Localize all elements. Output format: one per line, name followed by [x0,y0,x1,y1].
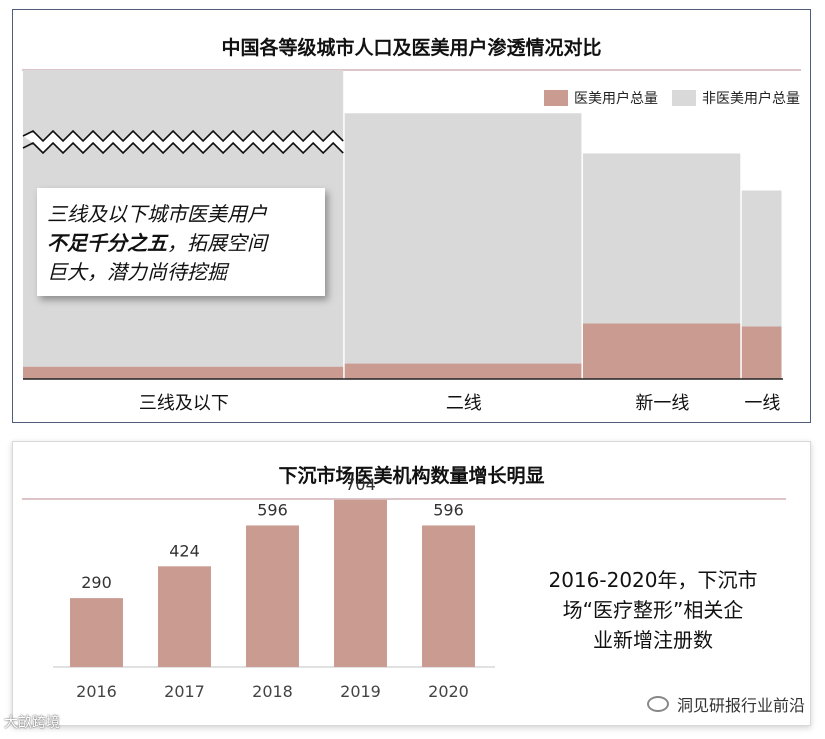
mekko-bar-users-2 [344,363,582,379]
mekko-category-label-3: 新一线 [635,393,689,414]
legend-swatch-non-users [672,90,696,106]
bar-category-label-2017: 2017 [164,682,205,701]
mekko-bar-non-users-2 [344,113,582,364]
bar-value-label-2018: 596 [257,500,288,519]
chart2-title-rule [22,498,786,500]
bar-category-label-2018: 2018 [252,682,293,701]
annotation-callout: 三线及以下城市医美用户 不足千分之五，拓展空间 巨大，潜力尚待挖掘 [37,188,325,296]
bar-2020 [422,525,475,667]
watermark-left: 大畝跨境 [4,715,60,731]
bar-2019 [334,499,387,667]
bar-value-label-2016: 290 [81,573,112,592]
city-penetration-panel: 中国各等级城市人口及医美用户渗透情况对比 医美用户总量 非医美用户总量 三线及以… [12,9,811,423]
watermark-right: 洞见研报行业前沿 [646,692,805,716]
chart2-title: 下沉市场医美机构数量增长明显 [278,465,545,487]
institution-bar-chart: 290 2016 424 2017 596 2018 704 2019 596 2020 [53,475,495,701]
mekko-bar-non-users-3 [582,153,741,324]
mekko-bar-users-1 [23,366,344,379]
mekko-category-label-1: 三线及以下 [139,393,229,414]
bar-category-label-2016: 2016 [76,682,117,701]
wechat-icon [646,696,669,712]
mekko-bar-users-4 [741,326,782,379]
legend-item-non-users: 非医美用户总量 [672,88,800,108]
watermark-right-text: 洞见研报行业前沿 [676,696,805,715]
chart1-title-rule [22,69,801,71]
mekko-bar-users-3 [582,323,741,379]
callout-line-3: 巨大，潜力尚待挖掘 [47,260,227,284]
callout-line-2-rest: ，拓展空间 [167,231,267,255]
bar-2018 [246,525,299,667]
legend-label-non-users: 非医美用户总量 [702,91,800,107]
bar-2017 [158,566,211,667]
legend-item-users: 医美用户总量 [544,88,658,108]
bar-category-label-2019: 2019 [340,682,381,701]
note-line-3: 业新增注册数 [593,628,713,652]
bar-value-label-2017: 424 [169,541,200,560]
note-line-2: 场“医疗整形”相关企 [562,598,744,622]
legend-swatch-users [544,90,568,106]
callout-emphasis: 不足千分之五 [47,231,167,255]
institution-count-panel: 下沉市场医美机构数量增长明显 290 2016 424 2017 596 2018 704 2… [12,441,811,726]
note-line-1: 2016-2020年，下沉市 [548,568,758,592]
bar-value-label-2020: 596 [433,500,464,519]
callout-line-1: 三线及以下城市医美用户 [47,202,267,226]
chart1-title: 中国各等级城市人口及医美用户渗透情况对比 [221,37,602,59]
axis-break-line-bottom [22,141,344,155]
chart2-note: 2016-2020年，下沉市 场“医疗整形”相关企 业新增注册数 [518,565,788,655]
bar-value-label-2019: 704 [345,475,376,494]
callout-line-2: 不足千分之五，拓展空间 [47,229,315,258]
mekko-category-label-2: 二线 [446,393,482,414]
chart1-legend: 医美用户总量 非医美用户总量 [530,88,800,108]
legend-label-users: 医美用户总量 [574,91,658,107]
mekko-category-label-4: 一线 [744,393,780,414]
axis-break-line-top [22,129,344,143]
bar-category-label-2020: 2020 [428,682,469,701]
bar-2016 [70,598,123,667]
mekko-bar-non-users-4 [741,190,782,327]
